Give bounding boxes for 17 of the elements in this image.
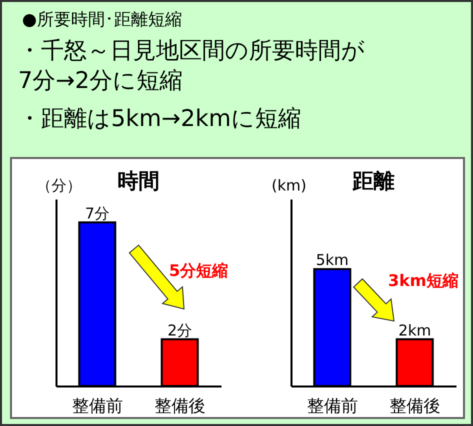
data-label: 7分	[84, 204, 110, 222]
text: ●所要時間･距離短縮	[22, 9, 182, 31]
y-axis-title: （分）	[36, 176, 82, 194]
x-tick-label: 整備後	[389, 396, 440, 416]
data-label: 5km	[316, 251, 349, 270]
chart-title: 距離	[352, 169, 394, 193]
data-label: 2分	[167, 321, 192, 340]
data-label: 2km	[398, 321, 432, 340]
annotation: 5分短縮	[169, 261, 228, 282]
x-tick-label: 整備前	[306, 396, 358, 416]
text: ・千怒～日見地区間の所要時間が 7分→2分に短縮	[18, 37, 365, 96]
chart-title: 時間	[118, 169, 160, 193]
x-tick-label: 整備後	[154, 396, 206, 416]
text: ・距離は5km→2kmに短縮	[18, 105, 301, 134]
x-tick-label: 整備前	[72, 396, 123, 416]
y-axis-title: (km)	[272, 176, 307, 194]
annotation: 3km短縮	[388, 271, 458, 292]
